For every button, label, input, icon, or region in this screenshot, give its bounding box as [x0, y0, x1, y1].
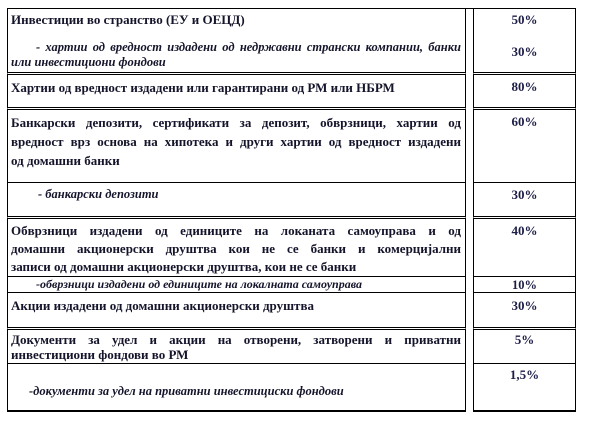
row-title-line: инвестициони фондови во РМ: [11, 347, 189, 362]
percent-value: 60%: [511, 114, 538, 129]
table-row: Хартии од вредност издадени или гарантир…: [7, 75, 576, 110]
row-title-line: вредност врз основа на хипотека и други …: [11, 134, 461, 149]
table-row: -документи за удел на приватни инвестици…: [7, 364, 576, 412]
row-title: Инвестиции во странство (ЕУ и ОЕЦД): [11, 12, 245, 27]
table-row: Инвестиции во странство (ЕУ и ОЕЦД) - ха…: [7, 8, 576, 75]
column-divider-gap: [466, 110, 473, 183]
investment-limits-table: Инвестиции во странство (ЕУ и ОЕЦД) - ха…: [7, 8, 576, 412]
row-percent-cell: 1,5%: [473, 364, 576, 412]
table-row: Акции издадени од домашни акционерски др…: [7, 293, 576, 330]
column-divider-gap: [466, 219, 473, 277]
percent-value: 1,5%: [509, 367, 540, 382]
column-divider-gap: [466, 75, 473, 110]
row-percent-cell: 30%: [473, 293, 576, 330]
column-divider-gap: [466, 293, 473, 330]
row-title-line: домашни акционерски друштва кои не се ба…: [11, 241, 461, 256]
table-row: Обврзници издадени од единиците на локан…: [7, 219, 576, 277]
row-description-cell: -документи за удел на приватни инвестици…: [7, 364, 466, 412]
row-title-line: Документи за удел и акции на отворени, з…: [11, 332, 461, 347]
row-percent-cell: 40%: [473, 219, 576, 277]
row-description-cell: Инвестиции во странство (ЕУ и ОЕЦД) - ха…: [7, 8, 466, 75]
row-description-cell: Акции издадени од домашни акционерски др…: [7, 293, 466, 330]
percent-value: 30%: [511, 187, 538, 202]
table-row: - банкарски депозити 30%: [7, 183, 576, 219]
table-row: -обврзници издадени од единиците на лока…: [7, 277, 576, 293]
row-description-cell: Обврзници издадени од единиците на локан…: [7, 219, 466, 277]
row-subitem-line: - банкарски депозити: [38, 187, 159, 201]
row-percent-cell: 30%: [473, 183, 576, 219]
row-title-line: од домашни банки: [11, 153, 120, 168]
column-divider-gap: [466, 330, 473, 364]
percent-value: 50%: [511, 12, 538, 27]
row-subitem-line: - хартии од вредност издадени од недржав…: [36, 40, 461, 54]
percent-value: 30%: [511, 298, 538, 313]
row-percent-cell: 5%: [473, 330, 576, 364]
percent-value: 30%: [511, 44, 538, 59]
row-title: Хартии од вредност издадени или гарантир…: [11, 80, 395, 95]
column-divider-gap: [466, 183, 473, 219]
column-divider-gap: [466, 8, 473, 75]
row-description-cell: - банкарски депозити: [7, 183, 466, 219]
table-row: Документи за удел и акции на отворени, з…: [7, 330, 576, 364]
table-row: Банкарски депозити, сертификати за депоз…: [7, 110, 576, 183]
row-description-cell: Банкарски депозити, сертификати за депоз…: [7, 110, 466, 183]
column-divider-gap: [466, 364, 473, 412]
row-percent-cell: 60%: [473, 110, 576, 183]
row-percent-cell: 80%: [473, 75, 576, 110]
percent-value: 40%: [511, 223, 538, 238]
percent-value: 10%: [512, 278, 537, 292]
row-subitem-line: -документи за удел на приватни инвестици…: [29, 384, 344, 398]
row-title-line: Обврзници издадени од единиците на локан…: [11, 223, 461, 238]
row-description-cell: -обврзници издадени од единиците на лока…: [7, 277, 466, 293]
row-title: Акции издадени од домашни акционерски др…: [11, 298, 314, 313]
percent-value: 5%: [514, 332, 535, 347]
row-percent-cell: 10%: [473, 277, 576, 293]
row-title-line: записи од домашни акционерски друштва, к…: [11, 259, 357, 274]
row-title-line: Банкарски депозити, сертификати за депоз…: [11, 115, 461, 130]
row-subitem-line: или инвестициони фондови: [11, 55, 166, 69]
row-description-cell: Хартии од вредност издадени или гарантир…: [7, 75, 466, 110]
row-description-cell: Документи за удел и акции на отворени, з…: [7, 330, 466, 364]
row-subitem-line: -обврзници издадени од единиците на лока…: [36, 277, 362, 291]
column-divider-gap: [466, 277, 473, 293]
percent-value: 80%: [511, 79, 538, 94]
row-percent-cell: 50% 30%: [473, 8, 576, 75]
